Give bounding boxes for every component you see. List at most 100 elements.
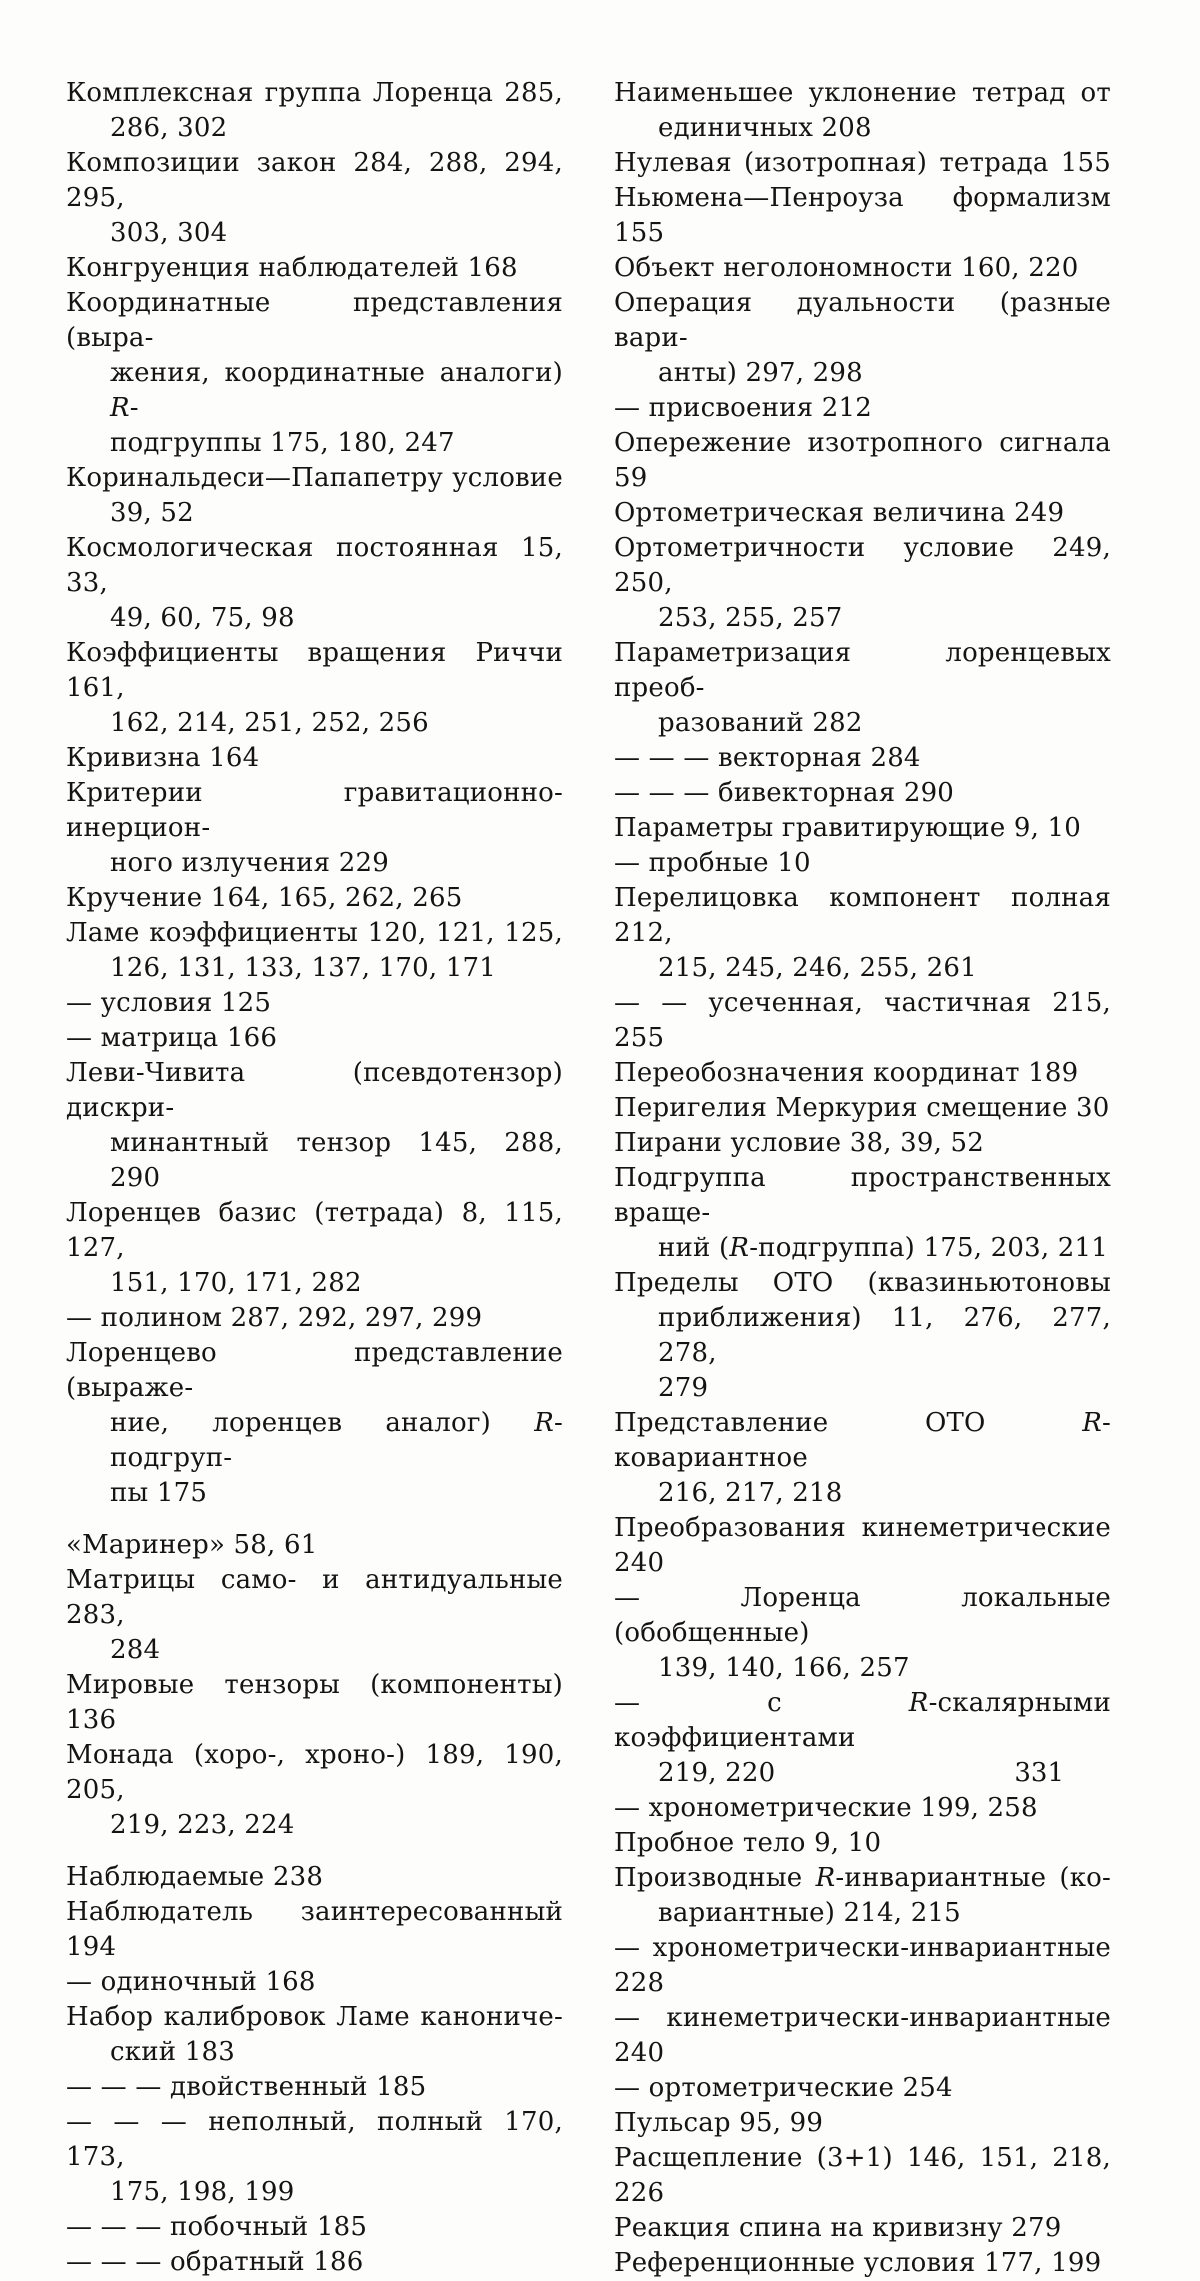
index-entry-line: Ламе коэффициенты 120, 121, 125, bbox=[66, 918, 563, 948]
index-entry: Параметры гравитирующие 9, 10 bbox=[614, 811, 1111, 846]
index-column-right: Наименьшее уклонение тетрад от единичных … bbox=[614, 0, 1111, 2281]
index-entry-line: Ортометричности условие 249, 250, bbox=[614, 533, 1111, 598]
index-entry-line: — — — двойственный 185 bbox=[66, 2072, 427, 2102]
index-entry-line: 139, 140, 166, 257 bbox=[658, 1653, 910, 1683]
index-entry: — — — неполный, полный 170, 173, 175, 198… bbox=[66, 2105, 563, 2210]
index-entry-line: Параметризация лоренцевых преоб- bbox=[614, 638, 1111, 703]
index-entry-line: 215, 245, 246, 255, 261 bbox=[658, 953, 977, 983]
index-entry: Преобразования кинеметрические 240 bbox=[614, 1511, 1111, 1581]
index-entry-line: Подгруппа пространственных враще- bbox=[614, 1163, 1111, 1228]
index-entry: Критерии гравитационно-инерцион-ного изл… bbox=[66, 776, 563, 881]
index-entry-line: Представление ОТО R-ковариантное bbox=[614, 1408, 1111, 1473]
index-entry: Расщепление (3+1) 146, 151, 218, 226 bbox=[614, 2141, 1111, 2211]
index-entry-line: Пирани условие 38, 39, 52 bbox=[614, 1128, 985, 1158]
index-entry-line: Леви-Чивита (псевдотензор) дискри- bbox=[66, 1058, 563, 1123]
index-entry: — кинеметрически-инвариантные 240 bbox=[614, 2001, 1111, 2071]
index-entry: Переобозначения координат 189 bbox=[614, 1056, 1111, 1091]
index-entry-line: Операция дуальности (разные вари- bbox=[614, 288, 1111, 353]
index-entry: — с R-скалярными коэффициентами 219, 220 bbox=[614, 1686, 1111, 1791]
index-entry-line: — пробные 10 bbox=[614, 848, 811, 878]
index-entry: Комплексная группа Лоренца 285, 286, 302 bbox=[66, 76, 563, 146]
index-entry: Ламе коэффициенты 120, 121, 125, 126, 131… bbox=[66, 916, 563, 986]
index-entry: — пробные 10 bbox=[614, 846, 1111, 881]
index-entry-line: ский 183 bbox=[110, 2037, 235, 2067]
index-entry: Нулевая (изотропная) тетрада 155 bbox=[614, 146, 1111, 181]
index-entry-line: Кривизна 164 bbox=[66, 743, 260, 773]
index-entry: — присвоения 212 bbox=[614, 391, 1111, 426]
index-entry-line: — — — векторная 284 bbox=[614, 743, 921, 773]
index-entry: Параметризация лоренцевых преоб-разовани… bbox=[614, 636, 1111, 741]
index-entry: — матрица 166 bbox=[66, 1021, 563, 1056]
index-entry-line: — одиночный 168 bbox=[66, 1967, 316, 1997]
index-entry-line: — — — обратный 186 bbox=[66, 2247, 364, 2277]
index-entry: Перелицовка компонент полная 212, 215, 24… bbox=[614, 881, 1111, 986]
index-entry-line: 39, 52 bbox=[110, 498, 194, 528]
index-entry-line: минантный тензор 145, 288, 290 bbox=[110, 1128, 563, 1193]
index-entry-line: Наблюдатель заинтересованный 194 bbox=[66, 1897, 563, 1962]
index-entry-line: Пределы ОТО (квазиньютоновы bbox=[614, 1268, 1111, 1298]
index-entry: Лоренцев базис (тетрада) 8, 115, 127, 151… bbox=[66, 1196, 563, 1301]
index-entry-line: Кручение 164, 165, 262, 265 bbox=[66, 883, 463, 913]
index-entry: — — — обратный 186 bbox=[66, 2245, 563, 2280]
index-entry-line: Переобозначения координат 189 bbox=[614, 1058, 1079, 1088]
index-entry-line: 279 bbox=[658, 1373, 709, 1403]
index-entry: — полином 287, 292, 297, 299 bbox=[66, 1301, 563, 1336]
index-entry: Коринальдеси—Папапетру условие 39, 52 bbox=[66, 461, 563, 531]
index-entry-line: подгруппы 175, 180, 247 bbox=[110, 428, 455, 458]
index-entry-line: Ньюмена—Пенроуза формализм 155 bbox=[614, 183, 1111, 248]
index-entry: Операция дуальности (разные вари-анты) 2… bbox=[614, 286, 1111, 391]
index-entry-line: — полином 287, 292, 297, 299 bbox=[66, 1303, 483, 1333]
index-entry: — Лоренца локальные (обобщенные) 139, 140… bbox=[614, 1581, 1111, 1686]
index-entry: — условия 125 bbox=[66, 986, 563, 1021]
index-entry: — — — векторная 284 bbox=[614, 741, 1111, 776]
index-entry-line: Космологическая постоянная 15, 33, bbox=[66, 533, 563, 598]
index-entry-line: Опережение изотропного сигнала 59 bbox=[614, 428, 1111, 493]
index-entry: «Маринер» 58, 61 bbox=[66, 1528, 563, 1563]
index-entry-line: Реакция спина на кривизну 279 bbox=[614, 2213, 1062, 2243]
index-entry: — — — бивекторная 290 bbox=[614, 776, 1111, 811]
index-entry-line: Лоренцев базис (тетрада) 8, 115, 127, bbox=[66, 1198, 563, 1263]
index-entry: Кручение 164, 165, 262, 265 bbox=[66, 881, 563, 916]
index-entry-line: Наблюдаемые 238 bbox=[66, 1862, 324, 1892]
index-entry: Наименьшее уклонение тетрад от единичных … bbox=[614, 76, 1111, 146]
index-entry-line: Пробное тело 9, 10 bbox=[614, 1828, 882, 1858]
index-entry-line: 284 bbox=[110, 1635, 161, 1665]
index-entry-line: Коринальдеси—Папапетру условие bbox=[66, 463, 563, 493]
index-entry-line: анты) 297, 298 bbox=[658, 358, 863, 388]
index-entry: — — — двойственный 185 bbox=[66, 2070, 563, 2105]
index-column-left: Комплексная группа Лоренца 285, 286, 302 К… bbox=[66, 0, 563, 2280]
index-entry: Набор калибровок Ламе канониче-ский 183 bbox=[66, 2000, 563, 2070]
index-entry-line: — — усеченная, частичная 215, 255 bbox=[614, 988, 1111, 1053]
index-entry: Конгруенция наблюдателей 168 bbox=[66, 251, 563, 286]
index-entry-line: вариантные) 214, 215 bbox=[658, 1898, 961, 1928]
index-entry: Перигелия Меркурия смещение 30 bbox=[614, 1091, 1111, 1126]
index-entry: Объект неголономности 160, 220 bbox=[614, 251, 1111, 286]
index-entry: Наблюдатель заинтересованный 194 bbox=[66, 1895, 563, 1965]
index-entry: Композиции закон 284, 288, 294, 295, 303,… bbox=[66, 146, 563, 251]
index-entry-line: 303, 304 bbox=[110, 218, 228, 248]
index-entry-line: Матрицы само- и антидуальные 283, bbox=[66, 1565, 563, 1630]
index-entry-line: Пульсар 95, 99 bbox=[614, 2108, 824, 2138]
index-entry-line: 216, 217, 218 bbox=[658, 1478, 843, 1508]
index-entry: Леви-Чивита (псевдотензор) дискри-минант… bbox=[66, 1056, 563, 1196]
index-entry: Производные R-инвариантные (ко-вариантны… bbox=[614, 1861, 1111, 1931]
index-entry-line: ние, лоренцев аналог) R-подгруп- bbox=[110, 1408, 563, 1473]
index-entry-line: 151, 170, 171, 282 bbox=[110, 1268, 362, 1298]
index-entry-line: жения, координатные аналоги) R- bbox=[110, 358, 563, 423]
index-entry: Представление ОТО R-ковариантное 216, 217… bbox=[614, 1406, 1111, 1511]
index-entry-line: Конгруенция наблюдателей 168 bbox=[66, 253, 518, 283]
index-entry-line: разований 282 bbox=[658, 708, 863, 738]
index-entry: Матрицы само- и антидуальные 283, 284 bbox=[66, 1563, 563, 1668]
index-entry-line: Координатные представления (выра- bbox=[66, 288, 563, 353]
index-entry: Ортометричности условие 249, 250, 253, 25… bbox=[614, 531, 1111, 636]
index-entry: — хронометрически-инвариантные 228 bbox=[614, 1931, 1111, 2001]
index-entry-line: «Маринер» 58, 61 bbox=[66, 1530, 318, 1560]
index-entry: Ньюмена—Пенроуза формализм 155 bbox=[614, 181, 1111, 251]
index-entry-line: Монада (хоро-, хроно-) 189, 190, 205, bbox=[66, 1740, 563, 1805]
index-entry-line: Набор калибровок Ламе канониче- bbox=[66, 2002, 563, 2032]
index-entry-line: Коэффициенты вращения Риччи 161, bbox=[66, 638, 563, 703]
index-entry-line: 126, 131, 133, 137, 170, 171 bbox=[110, 953, 497, 983]
index-entry: Пределы ОТО (квазиньютоновы приближения) … bbox=[614, 1266, 1111, 1406]
index-entry: Пробное тело 9, 10 bbox=[614, 1826, 1111, 1861]
index-page: Комплексная группа Лоренца 285, 286, 302 К… bbox=[66, 78, 1111, 2278]
